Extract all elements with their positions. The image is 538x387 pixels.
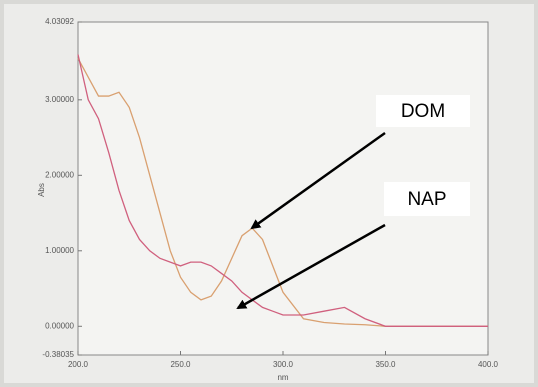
chart: -0.38035 0.00000 1.00000 2.00000 3.00000 4.03… xyxy=(0,0,538,387)
x-tick-label: 300.0 xyxy=(273,360,294,369)
y-tick-label: 2.00000 xyxy=(45,170,74,179)
x-tick-label: 350.0 xyxy=(375,360,396,369)
x-tick-label: 400.0 xyxy=(478,360,499,369)
annotation: DOM xyxy=(401,101,445,122)
page: {"chart_data": {"type": "line", "x_label… xyxy=(0,0,538,387)
y-tick-label: -0.38035 xyxy=(42,350,74,359)
y-axis-label: Abs xyxy=(37,183,46,197)
y-tick-label: 0.00000 xyxy=(45,321,74,330)
y-tick-label: 1.00000 xyxy=(45,246,74,255)
x-tick-label: 250.0 xyxy=(170,360,191,369)
x-axis-label: nm xyxy=(277,373,288,382)
annotation: NAP xyxy=(407,189,446,210)
y-tick-label: 4.03092 xyxy=(45,17,74,26)
x-tick-label: 200.0 xyxy=(68,360,89,369)
y-tick-label: 3.00000 xyxy=(45,95,74,104)
